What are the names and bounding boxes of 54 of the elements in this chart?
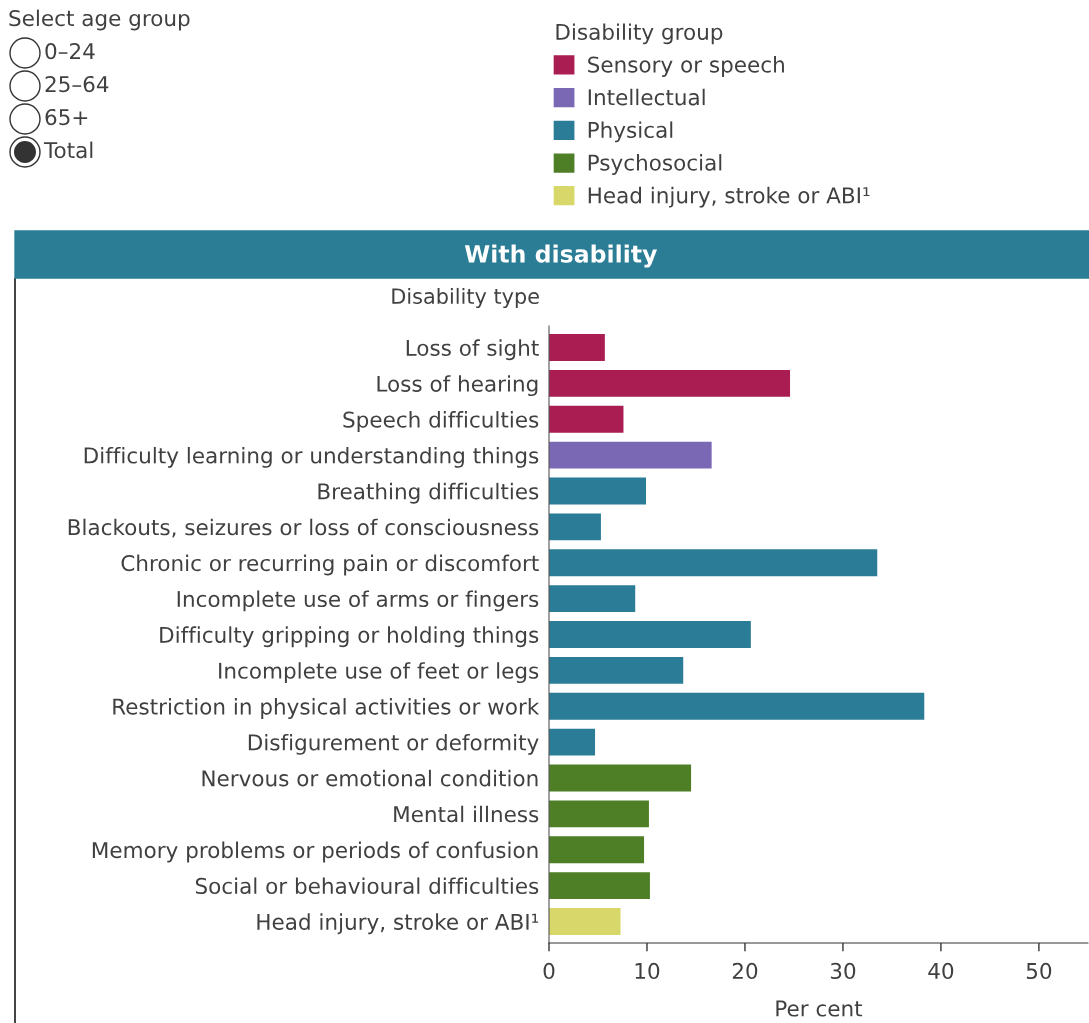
legend-label: Head injury, stroke or ABI¹ [588, 186, 870, 208]
y-tick-label: Chronic or recurring pain or discomfort [121, 554, 539, 576]
chart-title: With disability [464, 244, 658, 268]
bar [549, 764, 692, 792]
x-tick-label: 40 [928, 962, 954, 980]
bar [549, 908, 621, 935]
y-tick-label: Speech difficulties [343, 411, 539, 432]
bar [549, 872, 650, 900]
y-tick-label: Nervous or emotional condition [202, 769, 538, 787]
bar [549, 836, 645, 864]
y-tick-label: Blackouts, seizures or loss of consciousness [68, 518, 539, 538]
bar [549, 692, 925, 720]
legend-label: Sensory or speech [588, 56, 784, 77]
y-tick-label: Difficulty gripping or holding things [160, 626, 539, 648]
bar [549, 405, 624, 433]
legend-title: Disability group [556, 23, 723, 45]
legend-label: Intellectual [588, 88, 705, 106]
y-tick-label: Incomplete use of arms or fingers [177, 590, 539, 612]
y-tick-label: Disfigurement or deformity [248, 733, 539, 755]
bar [549, 549, 878, 577]
bar [549, 477, 646, 505]
bar [549, 369, 791, 397]
y-axis-title: Disability type [392, 287, 539, 309]
y-tick-label: Loss of sight [406, 339, 539, 361]
legend-label: Physical [588, 121, 673, 143]
text: Total [43, 141, 93, 159]
bar [549, 800, 649, 828]
y-tick-label: Mental illness [394, 805, 539, 823]
bar [549, 621, 751, 648]
bar [549, 513, 601, 541]
y-tick-label: Incomplete use of feet or legs [219, 662, 539, 684]
x-tick-label: 20 [732, 962, 758, 980]
bar [549, 728, 596, 756]
y-tick-label: Difficulty learning or understanding things [84, 446, 539, 468]
text: 25–64 [45, 75, 109, 93]
y-tick-label: Loss of hearing [377, 375, 538, 397]
y-tick-label: Head injury, stroke or ABI¹ [257, 913, 539, 935]
y-tick-label: Breathing difficulties [318, 482, 539, 504]
bar [549, 585, 636, 613]
y-tick-label: Memory problems or periods of confusion [92, 841, 538, 863]
bar [549, 656, 684, 684]
text: 65+ [45, 108, 88, 126]
x-tick-label: 10 [635, 962, 660, 980]
y-tick-label: Restriction in physical activities or work [113, 698, 540, 719]
x-tick-label: 0 [543, 962, 555, 980]
legend-label: Psychosocial [588, 154, 722, 175]
x-tick-label: 50 [1026, 962, 1052, 980]
bar [549, 334, 605, 361]
bar [549, 441, 712, 469]
y-tick-label: Social or behavioural difficulties [195, 877, 539, 895]
x-tick-label: 30 [830, 962, 856, 980]
text: 0–24 [45, 42, 95, 60]
text: Select age group [9, 9, 190, 31]
x-axis-title: Per cent [776, 1000, 863, 1017]
